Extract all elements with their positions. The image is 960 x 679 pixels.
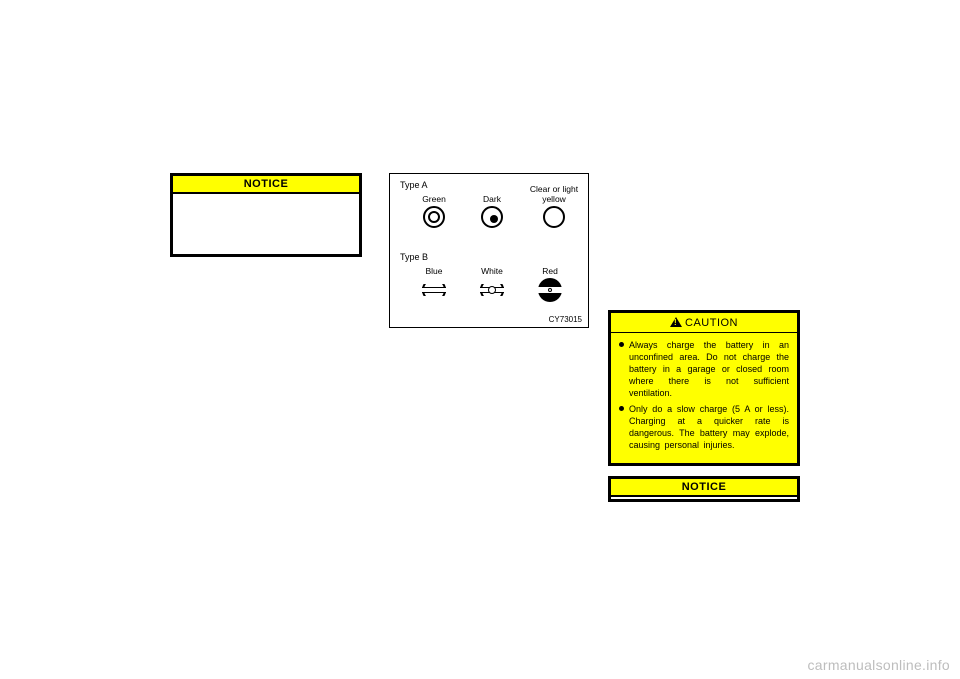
- indicator-icon: [538, 278, 562, 302]
- indicator-b-red: Red: [530, 266, 570, 302]
- indicator-a-green: Green: [414, 194, 454, 228]
- notice-header: NOTICE: [611, 479, 797, 497]
- notice-body-bottom: [611, 497, 797, 499]
- notice-body-top: [173, 194, 359, 254]
- indicator-label: White: [472, 266, 512, 276]
- indicator-label: Red: [530, 266, 570, 276]
- indicator-icon: [481, 206, 503, 228]
- watermark: carmanualsonline.info: [808, 657, 951, 673]
- indicator-icon: [423, 206, 445, 228]
- indicator-icon: [422, 278, 446, 302]
- indicator-b-white: White: [472, 266, 512, 302]
- caution-bullet: Only do a slow charge (5 A or less). Cha…: [619, 403, 789, 451]
- battery-indicator-diagram: Type A Green Dark Clear or light yellow …: [389, 173, 589, 328]
- diagram-section-b-label: Type B: [400, 252, 428, 262]
- notice-header: NOTICE: [173, 176, 359, 194]
- indicator-a-dark: Dark: [472, 194, 512, 228]
- warning-triangle-icon: [670, 317, 682, 327]
- manual-page: NOTICE Type A Green Dark Clear or light …: [0, 0, 960, 679]
- caution-body: Always charge the battery in an unconfin…: [611, 333, 797, 463]
- indicator-b-blue: Blue: [414, 266, 454, 302]
- diagram-section-a-label: Type A: [400, 180, 428, 190]
- diagram-code: CY73015: [549, 315, 582, 324]
- notice-box-top: NOTICE: [170, 173, 362, 257]
- indicator-label: Dark: [472, 194, 512, 204]
- indicator-label: Clear or light yellow: [524, 184, 584, 204]
- indicator-icon: [480, 278, 504, 302]
- indicator-icon: [543, 206, 565, 228]
- caution-bullet: Always charge the battery in an unconfin…: [619, 339, 789, 399]
- indicator-label: Green: [414, 194, 454, 204]
- caution-header: CAUTION: [611, 313, 797, 333]
- notice-box-bottom: NOTICE: [608, 476, 800, 502]
- caution-header-text: CAUTION: [685, 317, 738, 329]
- indicator-a-clear: Clear or light yellow: [524, 184, 584, 228]
- indicator-label: Blue: [414, 266, 454, 276]
- caution-box: CAUTION Always charge the battery in an …: [608, 310, 800, 466]
